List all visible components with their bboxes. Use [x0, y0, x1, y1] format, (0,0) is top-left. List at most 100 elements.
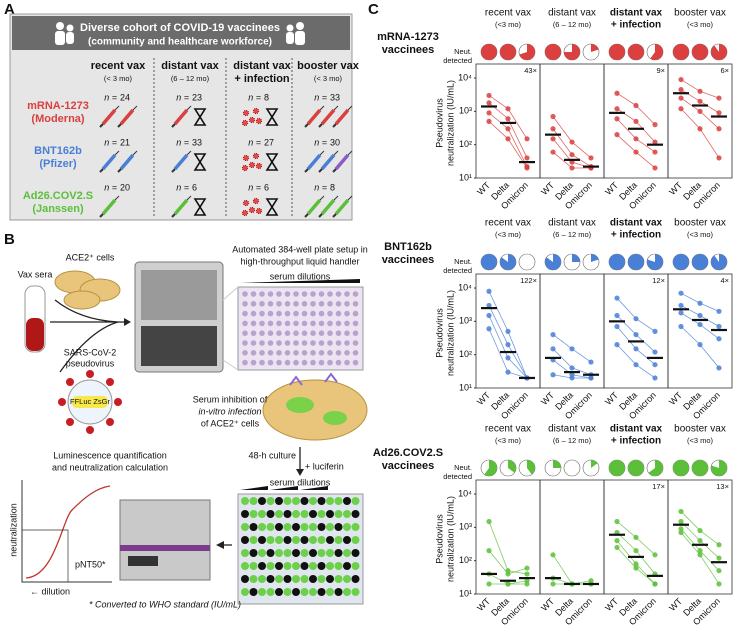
well	[327, 291, 333, 297]
curve	[25, 485, 111, 579]
syringe	[101, 198, 117, 216]
well	[283, 523, 292, 531]
well	[300, 523, 309, 531]
y-tick-label: 10³	[459, 316, 472, 326]
donor-point	[678, 518, 684, 525]
group-subheader: (<3 mo)	[687, 436, 714, 445]
well	[242, 330, 248, 337]
donor-point	[524, 565, 530, 571]
syringe-plunger	[304, 123, 309, 128]
syringe	[320, 108, 336, 126]
virus	[242, 154, 250, 162]
curve-axes	[21, 480, 112, 583]
well	[310, 310, 316, 317]
curve-ylabel: neutralization	[8, 503, 18, 557]
vaccine-maker: (Janssen)	[32, 203, 84, 215]
syringe-plunger	[318, 168, 323, 173]
donor-point	[550, 113, 556, 120]
pie	[591, 254, 599, 262]
group-header: distant vax	[610, 424, 663, 435]
well	[292, 510, 300, 518]
arrow-head	[216, 541, 224, 549]
well	[276, 350, 282, 356]
well	[284, 340, 291, 346]
panel-frame	[667, 479, 733, 595]
fold-change: 12×	[652, 276, 665, 285]
pie	[545, 44, 561, 60]
inhibition-label: of ACE2⁺ cells	[201, 418, 260, 428]
panel-frame	[475, 479, 541, 595]
n-label: n =	[314, 137, 327, 147]
donor-point	[486, 548, 492, 554]
virus	[252, 107, 260, 115]
well	[276, 359, 282, 366]
well	[300, 510, 309, 518]
plate-reader	[119, 499, 211, 581]
y-tick-label: 10²	[459, 555, 472, 565]
luciferin-label: + luciferin	[305, 461, 344, 471]
column-subheader: (6 – 12 mo)	[171, 74, 210, 83]
donor-point	[588, 375, 594, 381]
well	[327, 330, 333, 337]
well	[335, 340, 342, 346]
donor-point	[716, 581, 722, 587]
well	[266, 497, 275, 505]
well	[276, 340, 282, 346]
well	[327, 310, 333, 317]
syringe	[173, 198, 189, 216]
syringe-needle	[319, 105, 325, 111]
donor-point	[505, 581, 511, 587]
well	[317, 562, 326, 570]
donor-point	[569, 346, 575, 352]
well	[351, 549, 360, 557]
well	[241, 523, 249, 531]
syringe	[334, 198, 350, 216]
donor-point	[716, 365, 722, 371]
well	[258, 497, 266, 505]
liquid-handler	[134, 261, 224, 373]
well	[258, 588, 266, 596]
well	[241, 549, 249, 557]
group-subheader: (6 – 12 mo)	[553, 436, 592, 445]
well	[283, 575, 292, 583]
syringe-plunger	[332, 213, 337, 218]
well	[241, 497, 249, 505]
y-axis-title: neutralization (IU/mL)	[445, 496, 455, 582]
well	[293, 330, 299, 337]
well	[334, 575, 343, 583]
well	[275, 575, 283, 583]
pie	[692, 254, 708, 270]
well	[249, 575, 258, 583]
well	[266, 549, 275, 557]
handler-label: high-throughput liquid handler	[240, 256, 359, 266]
well	[352, 340, 359, 346]
syringe-needle	[333, 105, 339, 111]
pie	[591, 460, 598, 468]
donor-point	[652, 139, 658, 145]
virus	[252, 197, 260, 205]
donor-point	[614, 538, 620, 544]
donor-point	[569, 152, 575, 158]
vaccine-maker: (Pfizer)	[39, 158, 77, 170]
donor-point	[614, 106, 620, 112]
group-subheader: (<3 mo)	[495, 230, 522, 239]
well	[293, 359, 299, 366]
donor-point	[505, 136, 511, 142]
group-subheader: (<3 mo)	[495, 436, 522, 445]
well	[344, 310, 350, 317]
donor-point	[716, 568, 722, 574]
n-value: 6	[264, 182, 269, 192]
well	[327, 340, 333, 346]
y-tick-label: 10¹	[459, 172, 472, 182]
well	[318, 350, 325, 356]
group-header: booster vax	[674, 424, 726, 435]
well	[309, 510, 317, 518]
donor-point	[633, 118, 639, 124]
pie	[572, 254, 580, 262]
well	[267, 359, 274, 366]
well	[343, 523, 351, 531]
well	[334, 536, 343, 544]
donor-point	[633, 561, 639, 567]
donor-point	[652, 349, 658, 355]
well	[343, 510, 351, 518]
